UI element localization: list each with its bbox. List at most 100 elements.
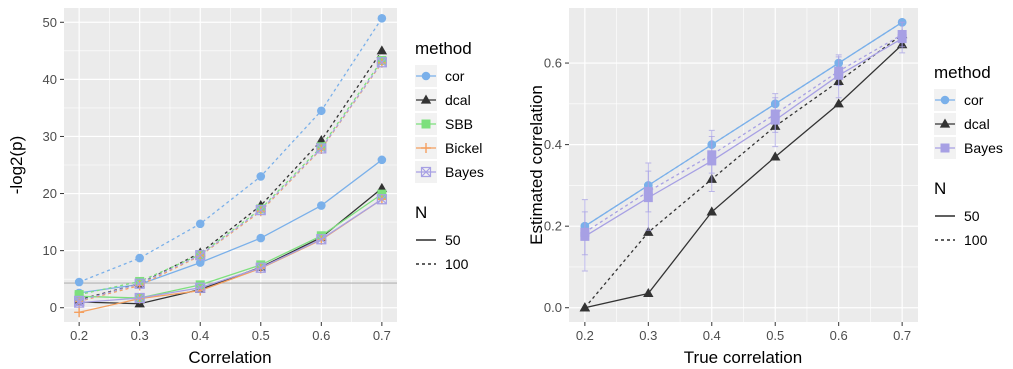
series-line [584, 21, 903, 227]
series-line [79, 198, 383, 304]
data-point [134, 278, 145, 289]
legend-label-sbb: SBB [445, 116, 473, 132]
data-point [580, 227, 590, 237]
data-point [317, 201, 326, 210]
data-point [74, 277, 84, 287]
x-tick-label: 0.6 [312, 328, 330, 343]
legend-key-dcal [934, 113, 956, 135]
data-point [770, 151, 781, 161]
chart-left: 0 10 20 30 40 50 0.2 0.3 0.4 0.5 0.6 0.7 Correlati… [7, 8, 484, 367]
series-line [584, 38, 903, 237]
data-point [316, 143, 327, 154]
data-point [834, 66, 844, 76]
series-left [73, 13, 388, 318]
series-line [584, 33, 903, 309]
data-point [74, 295, 85, 306]
series-line [584, 44, 903, 309]
y-axis-title-left: -log2(p) [7, 136, 26, 195]
y-axis-title-right: Estimated correlation [527, 85, 546, 245]
x-tick-label: 0.3 [131, 328, 149, 343]
data-point [376, 194, 387, 205]
legend-label-bickel: Bickel [445, 140, 482, 156]
data-point [316, 234, 327, 245]
y-tick-label: 0.2 [544, 219, 562, 234]
x-tick-label: 0.2 [70, 328, 88, 343]
data-point [135, 253, 144, 263]
legend-left: method cor dcal SBB Bickel Bayes N 50 100 [415, 39, 484, 272]
x-axis-title-right: True correlation [684, 348, 802, 367]
data-point [643, 187, 653, 197]
legend-key-marker [420, 94, 432, 104]
data-point [706, 206, 717, 216]
series-line [78, 17, 383, 283]
data-point [316, 134, 327, 145]
legend-key-marker [421, 143, 431, 153]
x-tick-label: 0.5 [766, 328, 784, 343]
data-point [195, 258, 205, 267]
series-right [579, 17, 908, 312]
y-ticks-left: 0 10 20 30 40 50 [43, 15, 64, 315]
legend-label-n50: 50 [445, 232, 461, 248]
data-point [897, 30, 907, 40]
x-ticks-left: 0.2 0.3 0.4 0.5 0.6 0.7 [70, 322, 391, 343]
x-axis-title-left: Correlation [188, 348, 271, 367]
data-point [317, 106, 326, 116]
legend-title-method: method [934, 63, 991, 82]
series-bayes-n100 [74, 57, 387, 306]
legend-key-sbb [415, 113, 437, 135]
legend-key-marker [940, 95, 950, 105]
legend-key-marker [939, 118, 951, 128]
data-point [377, 155, 387, 165]
data-point [256, 172, 266, 181]
series-line [79, 159, 383, 294]
data-point [833, 98, 844, 108]
data-point [376, 45, 388, 55]
y-tick-label: 0.6 [544, 56, 562, 71]
legend-key-marker [421, 119, 431, 129]
data-point [134, 292, 145, 304]
series-line [584, 33, 903, 233]
x-tick-label: 0.7 [893, 328, 911, 343]
y-tick-label: 0 [50, 300, 57, 315]
y-tick-label: 50 [43, 15, 57, 30]
y-tick-label: 40 [43, 72, 57, 87]
x-tick-label: 0.7 [373, 328, 391, 343]
y-tick-label: 10 [43, 243, 57, 258]
series-line [78, 50, 383, 301]
y-tick-label: 30 [43, 129, 57, 144]
series-cor-n100 [74, 13, 387, 287]
series-bayes-n100 [580, 21, 907, 256]
data-point [195, 250, 206, 261]
legend-label-n50: 50 [964, 208, 980, 224]
series-line [79, 193, 383, 299]
legend-label-bayes: Bayes [445, 164, 484, 180]
legend-key-marker [940, 143, 950, 153]
legend-key-bickel [415, 137, 437, 159]
legend-label-cor: cor [445, 68, 465, 84]
data-point [74, 307, 85, 318]
data-point [376, 57, 387, 68]
y-tick-label: 0.0 [544, 300, 562, 315]
legend-key-cor [415, 65, 437, 87]
data-point [255, 205, 266, 216]
legend-title-n: N [415, 203, 427, 222]
data-point [377, 13, 387, 23]
data-point [643, 287, 654, 298]
legend-key-bayes [934, 137, 956, 159]
y-tick-label: 20 [43, 186, 57, 201]
data-point [195, 280, 205, 290]
legend-key-bayes [415, 161, 437, 183]
data-point [707, 150, 717, 160]
series-bayes-n50 [74, 194, 387, 308]
data-point [195, 282, 206, 293]
legend-label-n100: 100 [964, 232, 988, 248]
y-tick-label: 0.4 [544, 137, 562, 152]
legend-right: method cor dcal Bayes N 50 100 [934, 63, 1003, 248]
legend-label-cor: cor [964, 92, 984, 108]
legend-key-marker [420, 166, 432, 178]
data-point [255, 262, 266, 273]
legend-key-dcal [415, 89, 437, 111]
legend-key-cor [934, 89, 956, 111]
legend-label-n100: 100 [445, 256, 469, 272]
